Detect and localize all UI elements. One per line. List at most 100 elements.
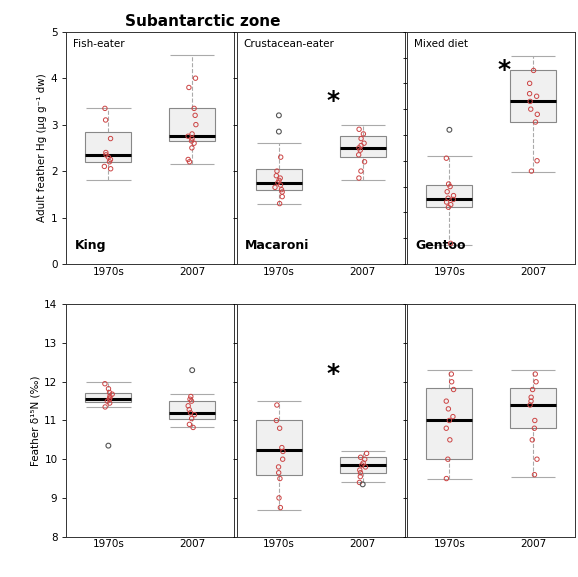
Point [360, 157, 369, 166]
Point [274, 111, 283, 120]
Bar [169, 108, 215, 141]
Point [277, 185, 286, 194]
Point [101, 115, 110, 125]
Point [105, 395, 114, 404]
Text: Macaroni: Macaroni [245, 239, 310, 252]
Point [186, 408, 195, 417]
Point [276, 174, 285, 183]
Point [190, 104, 199, 113]
Point [354, 143, 364, 152]
Point [184, 405, 194, 414]
Point [277, 443, 287, 452]
Point [276, 503, 285, 512]
Point [104, 384, 113, 394]
Bar [256, 421, 302, 475]
Bar [510, 388, 556, 428]
Point [449, 191, 458, 200]
Point [356, 452, 365, 462]
Point [105, 388, 114, 397]
Y-axis label: Adult feather Hg (μg g⁻¹ dw): Adult feather Hg (μg g⁻¹ dw) [36, 73, 47, 222]
Text: King: King [75, 239, 106, 252]
Point [103, 396, 112, 406]
Point [272, 400, 281, 410]
Point [359, 129, 368, 138]
Point [185, 419, 194, 429]
Point [277, 192, 287, 201]
Point [185, 157, 194, 166]
Point [187, 366, 197, 375]
Point [360, 455, 369, 464]
Point [446, 239, 455, 248]
Point [442, 396, 451, 406]
Point [275, 199, 284, 208]
Point [445, 125, 454, 134]
Text: Fish-eater: Fish-eater [73, 39, 125, 48]
Point [272, 416, 281, 425]
Point [279, 447, 288, 456]
Text: Gentoo: Gentoo [416, 239, 466, 252]
Point [527, 393, 536, 402]
Bar [427, 388, 472, 459]
Point [355, 472, 365, 481]
Point [271, 183, 280, 192]
Point [528, 435, 537, 444]
Point [531, 118, 540, 127]
Point [357, 141, 366, 150]
Point [272, 167, 281, 176]
Point [532, 92, 541, 101]
Point [190, 138, 199, 148]
Point [106, 155, 115, 164]
Point [360, 138, 369, 148]
Point [442, 424, 451, 433]
Point [275, 424, 284, 433]
Text: *: * [327, 89, 340, 114]
Bar [86, 132, 131, 162]
Bar [510, 70, 556, 122]
Point [447, 377, 456, 387]
Text: Mixed diet: Mixed diet [414, 39, 468, 48]
Point [532, 455, 542, 464]
Point [275, 474, 284, 483]
Point [442, 153, 451, 163]
Bar [340, 457, 386, 473]
Y-axis label: Feather δ¹⁵N (‰): Feather δ¹⁵N (‰) [30, 375, 40, 466]
Point [357, 460, 366, 470]
Bar [427, 185, 472, 207]
Point [104, 441, 113, 450]
Point [187, 414, 197, 423]
Point [191, 74, 200, 83]
Point [276, 152, 286, 162]
Point [103, 152, 113, 162]
Point [525, 78, 534, 88]
Point [358, 459, 368, 468]
Point [186, 392, 195, 401]
Point [361, 462, 370, 471]
Point [187, 143, 197, 152]
Point [184, 155, 193, 164]
Point [527, 167, 536, 176]
Point [354, 150, 364, 159]
Point [449, 385, 458, 394]
Point [443, 455, 453, 464]
Point [187, 136, 196, 145]
Bar [86, 392, 131, 402]
Point [445, 435, 454, 444]
Point [183, 132, 192, 141]
Point [191, 120, 201, 129]
Point [527, 396, 536, 406]
Point [442, 197, 451, 207]
Text: Subantarctic zone: Subantarctic zone [124, 14, 280, 29]
Point [355, 478, 364, 487]
Point [530, 416, 539, 425]
Point [356, 468, 365, 477]
Point [358, 479, 368, 489]
Point [446, 200, 455, 209]
Point [525, 89, 534, 98]
Point [188, 423, 198, 432]
Point [186, 395, 195, 404]
Text: Crustacean-eater: Crustacean-eater [244, 39, 335, 48]
Point [530, 470, 539, 479]
Point [525, 97, 535, 106]
Bar [169, 401, 215, 418]
Point [444, 404, 453, 414]
